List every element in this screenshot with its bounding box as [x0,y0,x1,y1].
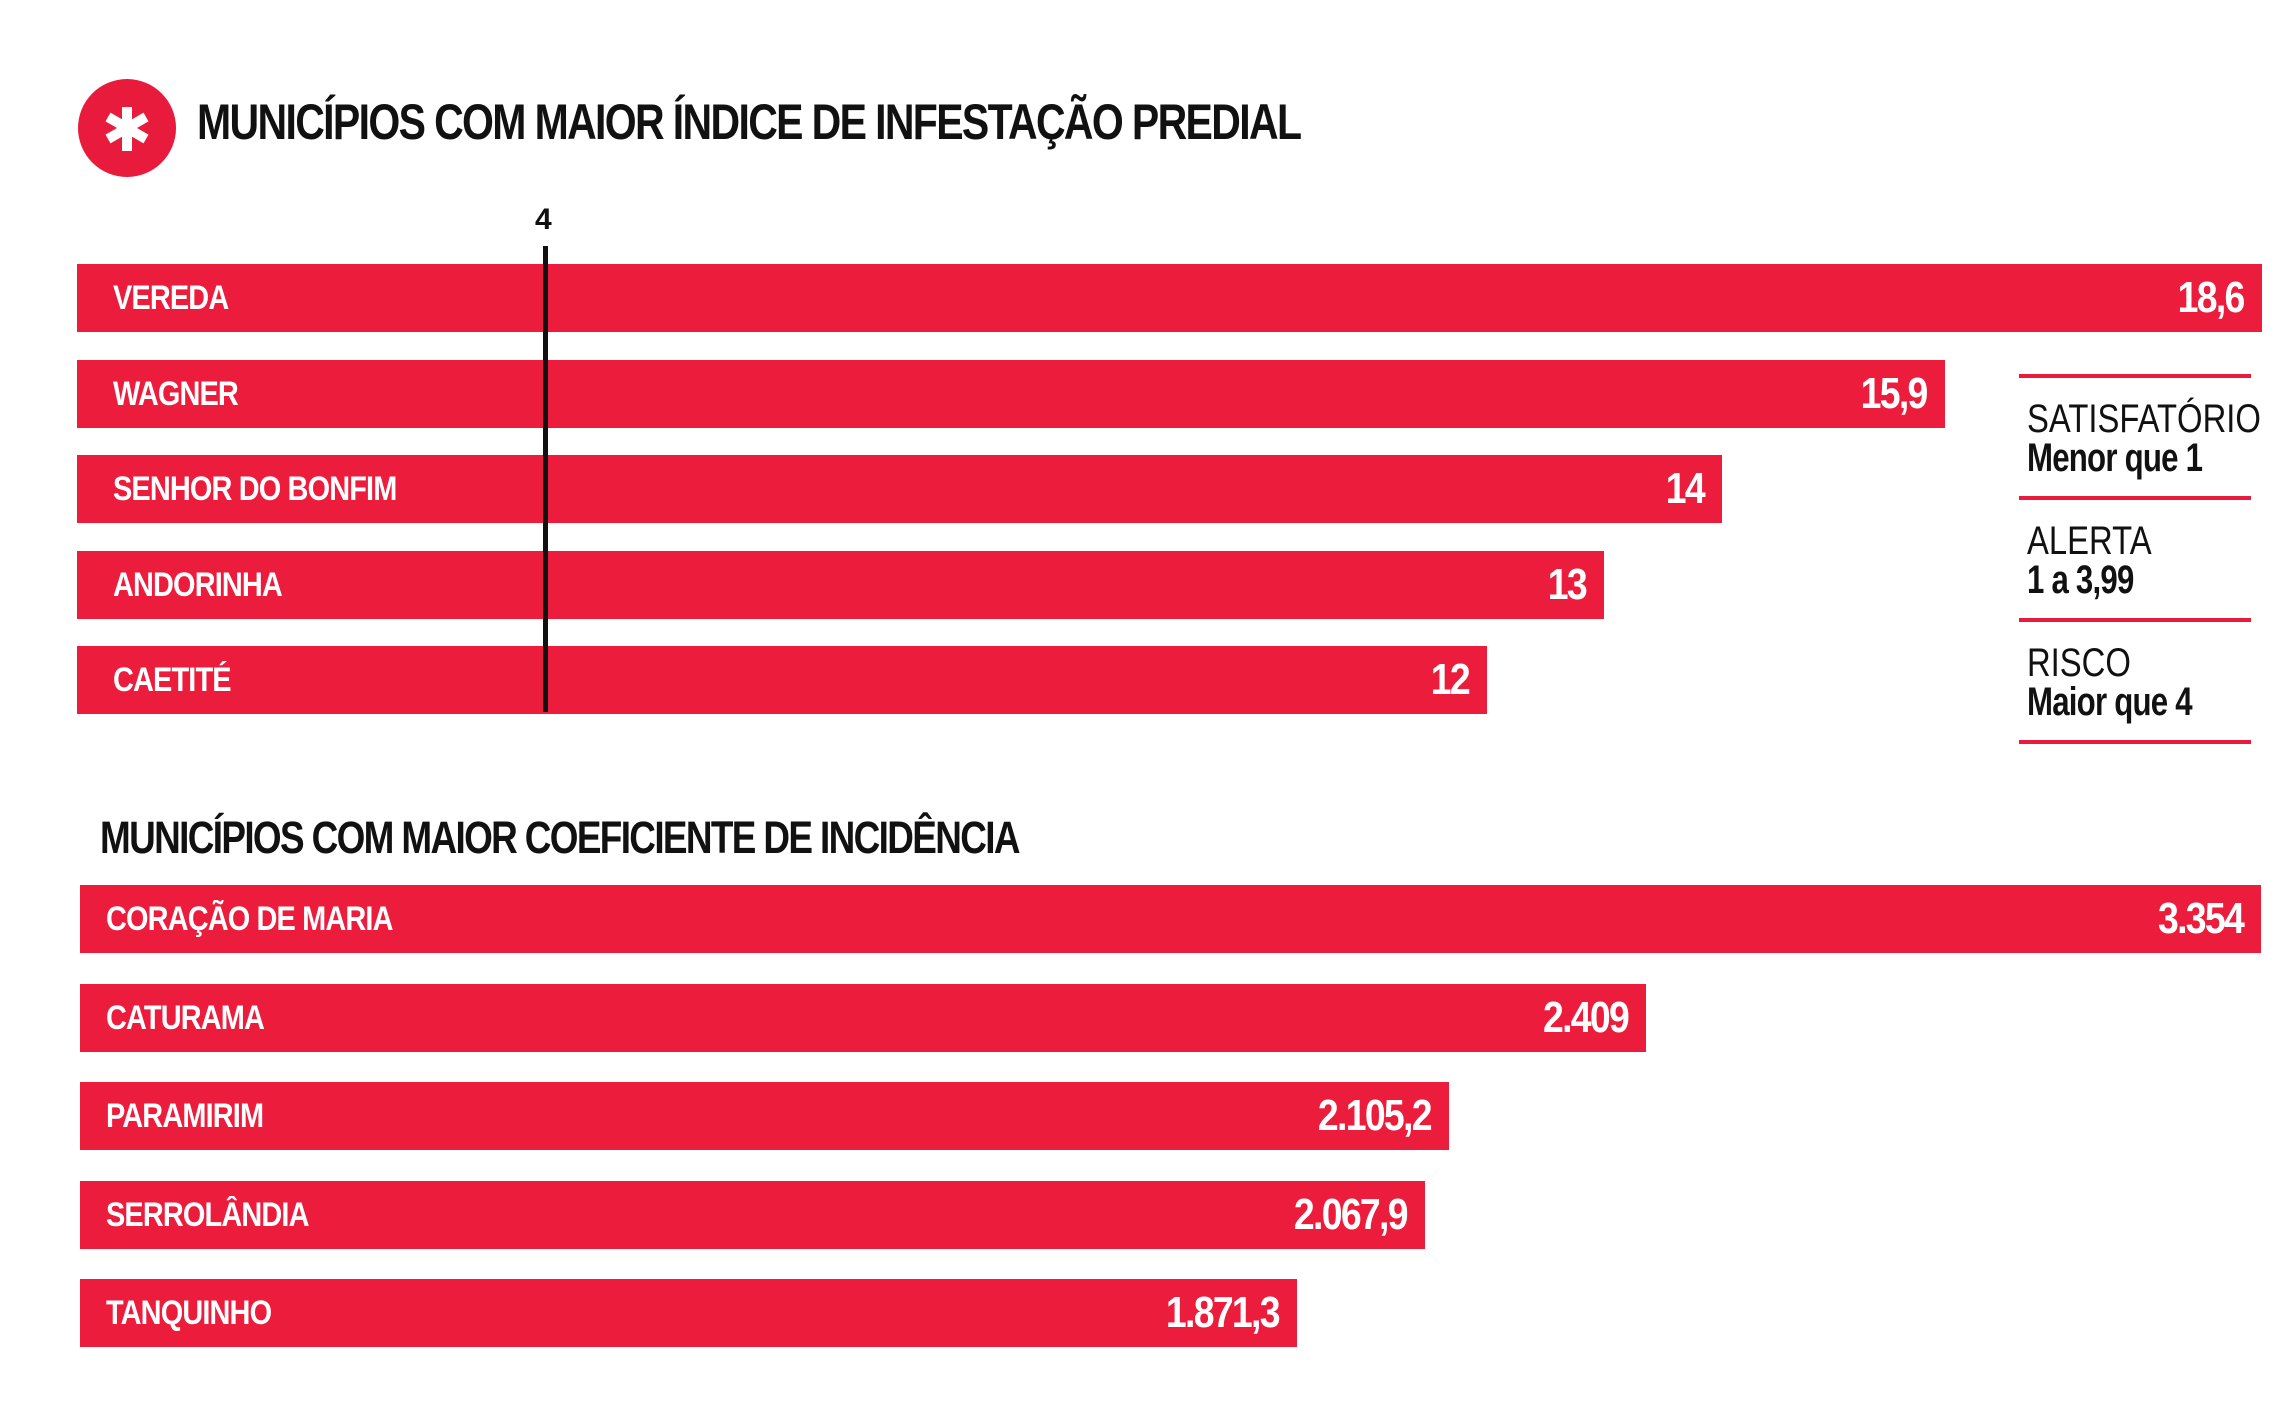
bar-value-label: 2.409 [1542,992,1630,1042]
bar: ANDORINHA 13 [77,550,1604,619]
bar: WAGNER 15,9 [77,359,1945,428]
bar-category-label: WAGNER [113,374,239,413]
legend-category: SATISFATÓRIO [2027,397,2261,441]
bar: VEREDA 18,6 [77,264,2262,332]
bar-value-label: 12 [1430,655,1471,704]
bar-category-label: SENHOR DO BONFIM [113,470,397,508]
chart-title-incidencia: MUNICÍPIOS COM MAIOR COEFICIENTE DE INCI… [100,812,1020,863]
bar-category-label: TANQUINHO [106,1294,272,1332]
risk-legend: SATISFATÓRIO Menor que 1 ALERTA 1 a 3,99… [2019,374,2261,744]
bar: SENHOR DO BONFIM 14 [77,455,1722,523]
bar-value-label: 18,6 [2178,273,2246,322]
bar: CAETITÉ 12 [77,646,1487,714]
asterisk-badge [78,79,176,177]
legend-divider [2019,740,2251,744]
legend-divider [2019,374,2251,378]
bar: PARAMIRIM 2.105,2 [80,1082,1449,1150]
reference-line [543,246,548,712]
legend-range: Maior que 4 [2027,680,2193,724]
chart-title-infestacao: MUNICÍPIOS COM MAIOR ÍNDICE DE INFESTAÇÃ… [197,94,1302,150]
bar-category-label: CORAÇÃO DE MARIA [106,900,393,938]
legend-item-alerta: ALERTA 1 a 3,99 [2019,500,2251,618]
bar-category-label: SERROLÂNDIA [106,1195,309,1234]
bar-value-label: 14 [1665,464,1706,513]
bar-category-label: CAETITÉ [113,661,232,699]
legend-item-satisfatorio: SATISFATÓRIO Menor que 1 [2019,378,2261,496]
bar-value-label: 1.871,3 [1166,1288,1281,1337]
bar-category-label: PARAMIRIM [106,1097,264,1135]
reference-line-label: 4 [535,203,552,236]
bar: SERROLÂNDIA 2.067,9 [80,1180,1425,1249]
bar: TANQUINHO 1.871,3 [80,1279,1297,1347]
bar-value-label: 15,9 [1861,368,1929,418]
bar-value-label: 2.067,9 [1294,1189,1409,1239]
legend-range: 1 a 3,99 [2027,558,2134,602]
legend-divider [2019,618,2251,622]
bar-category-label: CATURAMA [106,998,265,1037]
legend-item-risco: RISCO Maior que 4 [2019,622,2251,740]
bar-category-label: VEREDA [113,279,229,317]
legend-category: ALERTA [2027,519,2152,563]
bar: CORAÇÃO DE MARIA 3.354 [80,885,2261,953]
bar: CATURAMA 2.409 [80,983,1646,1052]
legend-category: RISCO [2027,641,2131,685]
bar-value-label: 3.354 [2157,894,2245,943]
bar-category-label: ANDORINHA [113,565,283,604]
legend-range: Menor que 1 [2027,436,2203,480]
legend-divider [2019,496,2251,500]
bar-value-label: 13 [1547,559,1588,609]
bar-value-label: 2.105,2 [1318,1091,1433,1140]
asterisk-icon [105,107,149,151]
